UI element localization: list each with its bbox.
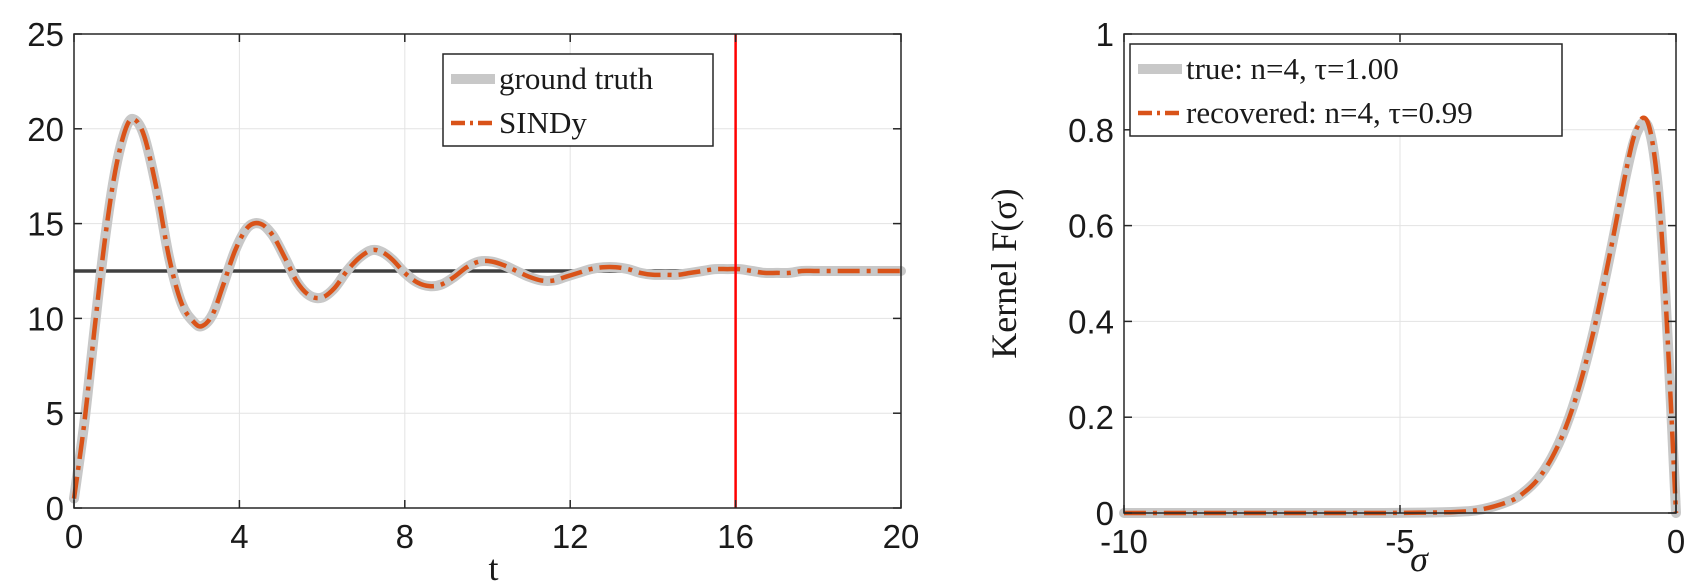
series-line-1	[71, 116, 901, 499]
y-tick-label: 25	[27, 16, 64, 53]
legend: ground truth SINDy	[442, 53, 714, 147]
x-tick-label: 0	[65, 518, 83, 555]
y-tick-label: 10	[27, 300, 64, 337]
x-tick-label: 8	[396, 518, 414, 555]
y-axis-label: Kernel F(σ)	[984, 188, 1024, 358]
x-tick-label: 0	[1667, 523, 1685, 560]
chart-2: -10 -5 0 0 0.2 0.4 0.6 0.8 1 σ Kernel F(σ) true: n=…	[984, 16, 1685, 579]
y-tick-label: 0.6	[1068, 208, 1114, 245]
legend-label-0: true: n=4, τ=1.00	[1186, 51, 1399, 86]
x-tick-label: -10	[1100, 523, 1148, 560]
x-axis-label: σ	[1410, 539, 1429, 579]
y-tick-label: 15	[27, 206, 64, 243]
y-tick-label: 0.4	[1068, 303, 1114, 340]
x-tick-label: 20	[883, 518, 920, 555]
x-tick-label: 12	[552, 518, 589, 555]
legend-box	[442, 53, 714, 147]
y-tick-label: 0.8	[1068, 112, 1114, 149]
axes-box	[73, 33, 902, 509]
y-tick-label: 1	[1096, 16, 1114, 53]
y-tick-label: 5	[46, 395, 64, 432]
legend-label-1: SINDy	[499, 105, 587, 140]
y-tick-label: 0	[46, 490, 64, 527]
x-tick-label: -5	[1385, 523, 1414, 560]
y-tick-label: 0.2	[1068, 399, 1114, 436]
x-tick-label: 4	[230, 518, 248, 555]
y-tick-label: 0	[1096, 495, 1114, 532]
legend-box	[1129, 43, 1563, 137]
y-tick-label: 20	[27, 111, 64, 148]
x-axis-label: t	[488, 548, 498, 585]
legend: true: n=4, τ=1.00 recovered: n=4, τ=0.99	[1129, 43, 1563, 137]
legend-label-0: ground truth	[499, 61, 654, 96]
legend-label-1: recovered: n=4, τ=0.99	[1186, 95, 1473, 130]
chart-1: 0 4 8 12 16 20 0 5 10 15 20 25 t ground truth SINDy	[27, 16, 919, 585]
x-tick-label: 16	[717, 518, 754, 555]
series-line-1	[1124, 115, 1679, 516]
